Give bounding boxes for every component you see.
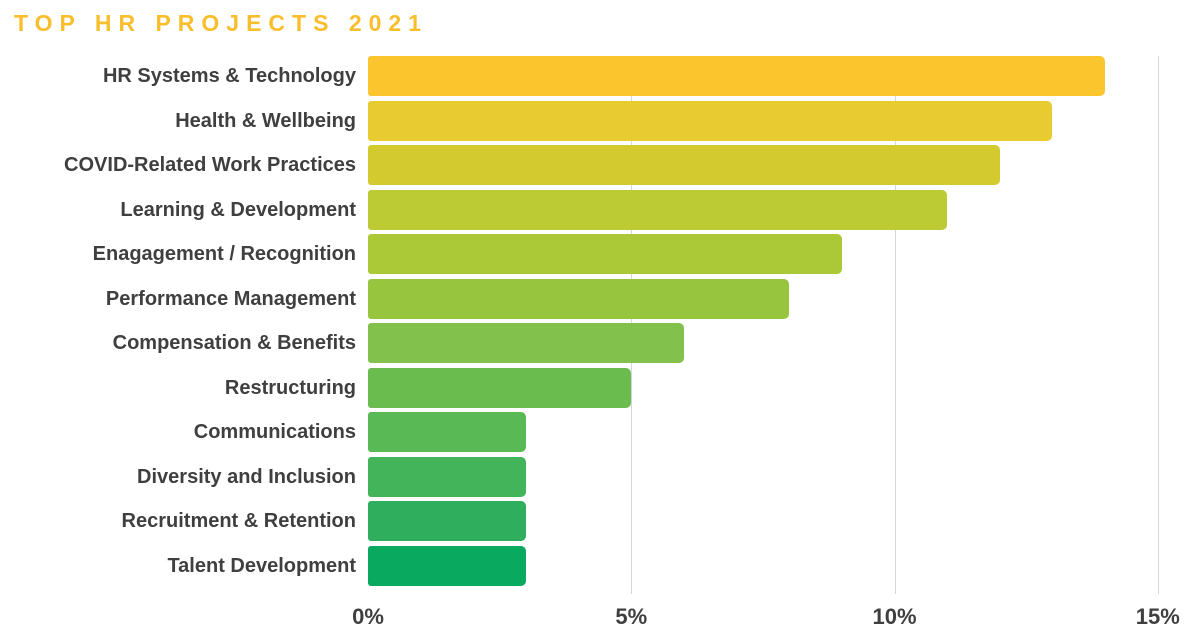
bar-track [368,545,1200,586]
bar-row: Restructuring [0,367,1200,408]
bar [368,234,842,274]
category-label: Performance Management [105,287,356,310]
bar-row: HR Systems & Technology [0,56,1200,96]
bar-track [368,278,1200,319]
category-label: HR Systems & Technology [102,65,356,87]
bar-row: Performance Management [0,278,1200,319]
bar-track [368,234,1200,274]
category-label: Compensation & Benefits [112,332,356,354]
category-label: Recruitment & Retention [121,510,356,532]
bar-track [368,367,1200,408]
bar-rows: HR Systems & Technology Health & Wellbein… [0,56,1200,586]
category-label: Talent Development [167,554,356,577]
bar-row: Learning & Development [0,189,1200,230]
category-label: COVID-Related Work Practices [64,154,356,176]
x-axis: 0% 5% 10% 15% [352,604,1190,630]
bar [368,456,526,497]
bar-track [368,145,1200,185]
bar-track [368,189,1200,230]
bar [368,278,790,319]
bar-track [368,456,1200,497]
bar [368,412,526,452]
bar-track [368,323,1200,363]
bar-row: Enagagement / Recognition [0,234,1200,274]
x-tick-label: 15% [1135,604,1180,629]
bar-track [368,412,1200,452]
bar-track [368,100,1200,141]
bar-chart: HR Systems & Technology Health & Wellbein… [0,56,1200,630]
bar-row: Diversity and Inclusion [0,456,1200,497]
bar [368,545,526,586]
bar [368,501,526,541]
bar [368,100,1053,141]
category-label: Diversity and Inclusion [137,465,356,488]
bar [368,145,1000,185]
bar [368,367,632,408]
bar [368,189,948,230]
bar [368,323,684,363]
category-label: Health & Wellbeing [175,109,356,132]
x-tick-label: 10% [872,604,917,629]
bar-track [368,56,1200,96]
chart-title: TOP HR PROJECTS 2021 [14,10,428,36]
x-tick-label: 5% [615,604,648,629]
bar-row: Recruitment & Retention [0,501,1200,541]
bar-row: COVID-Related Work Practices [0,145,1200,185]
bar-row: Talent Development [0,545,1200,586]
category-label: Enagagement / Recognition [92,243,356,265]
bar-track [368,501,1200,541]
bar-row: Communications [0,412,1200,452]
x-tick-label: 0% [352,604,384,629]
category-label: Communications [193,421,356,443]
category-label: Restructuring [224,376,356,399]
bar-row: Health & Wellbeing [0,100,1200,141]
category-label: Learning & Development [120,198,356,221]
bar [368,56,1106,96]
bar-row: Compensation & Benefits [0,323,1200,363]
